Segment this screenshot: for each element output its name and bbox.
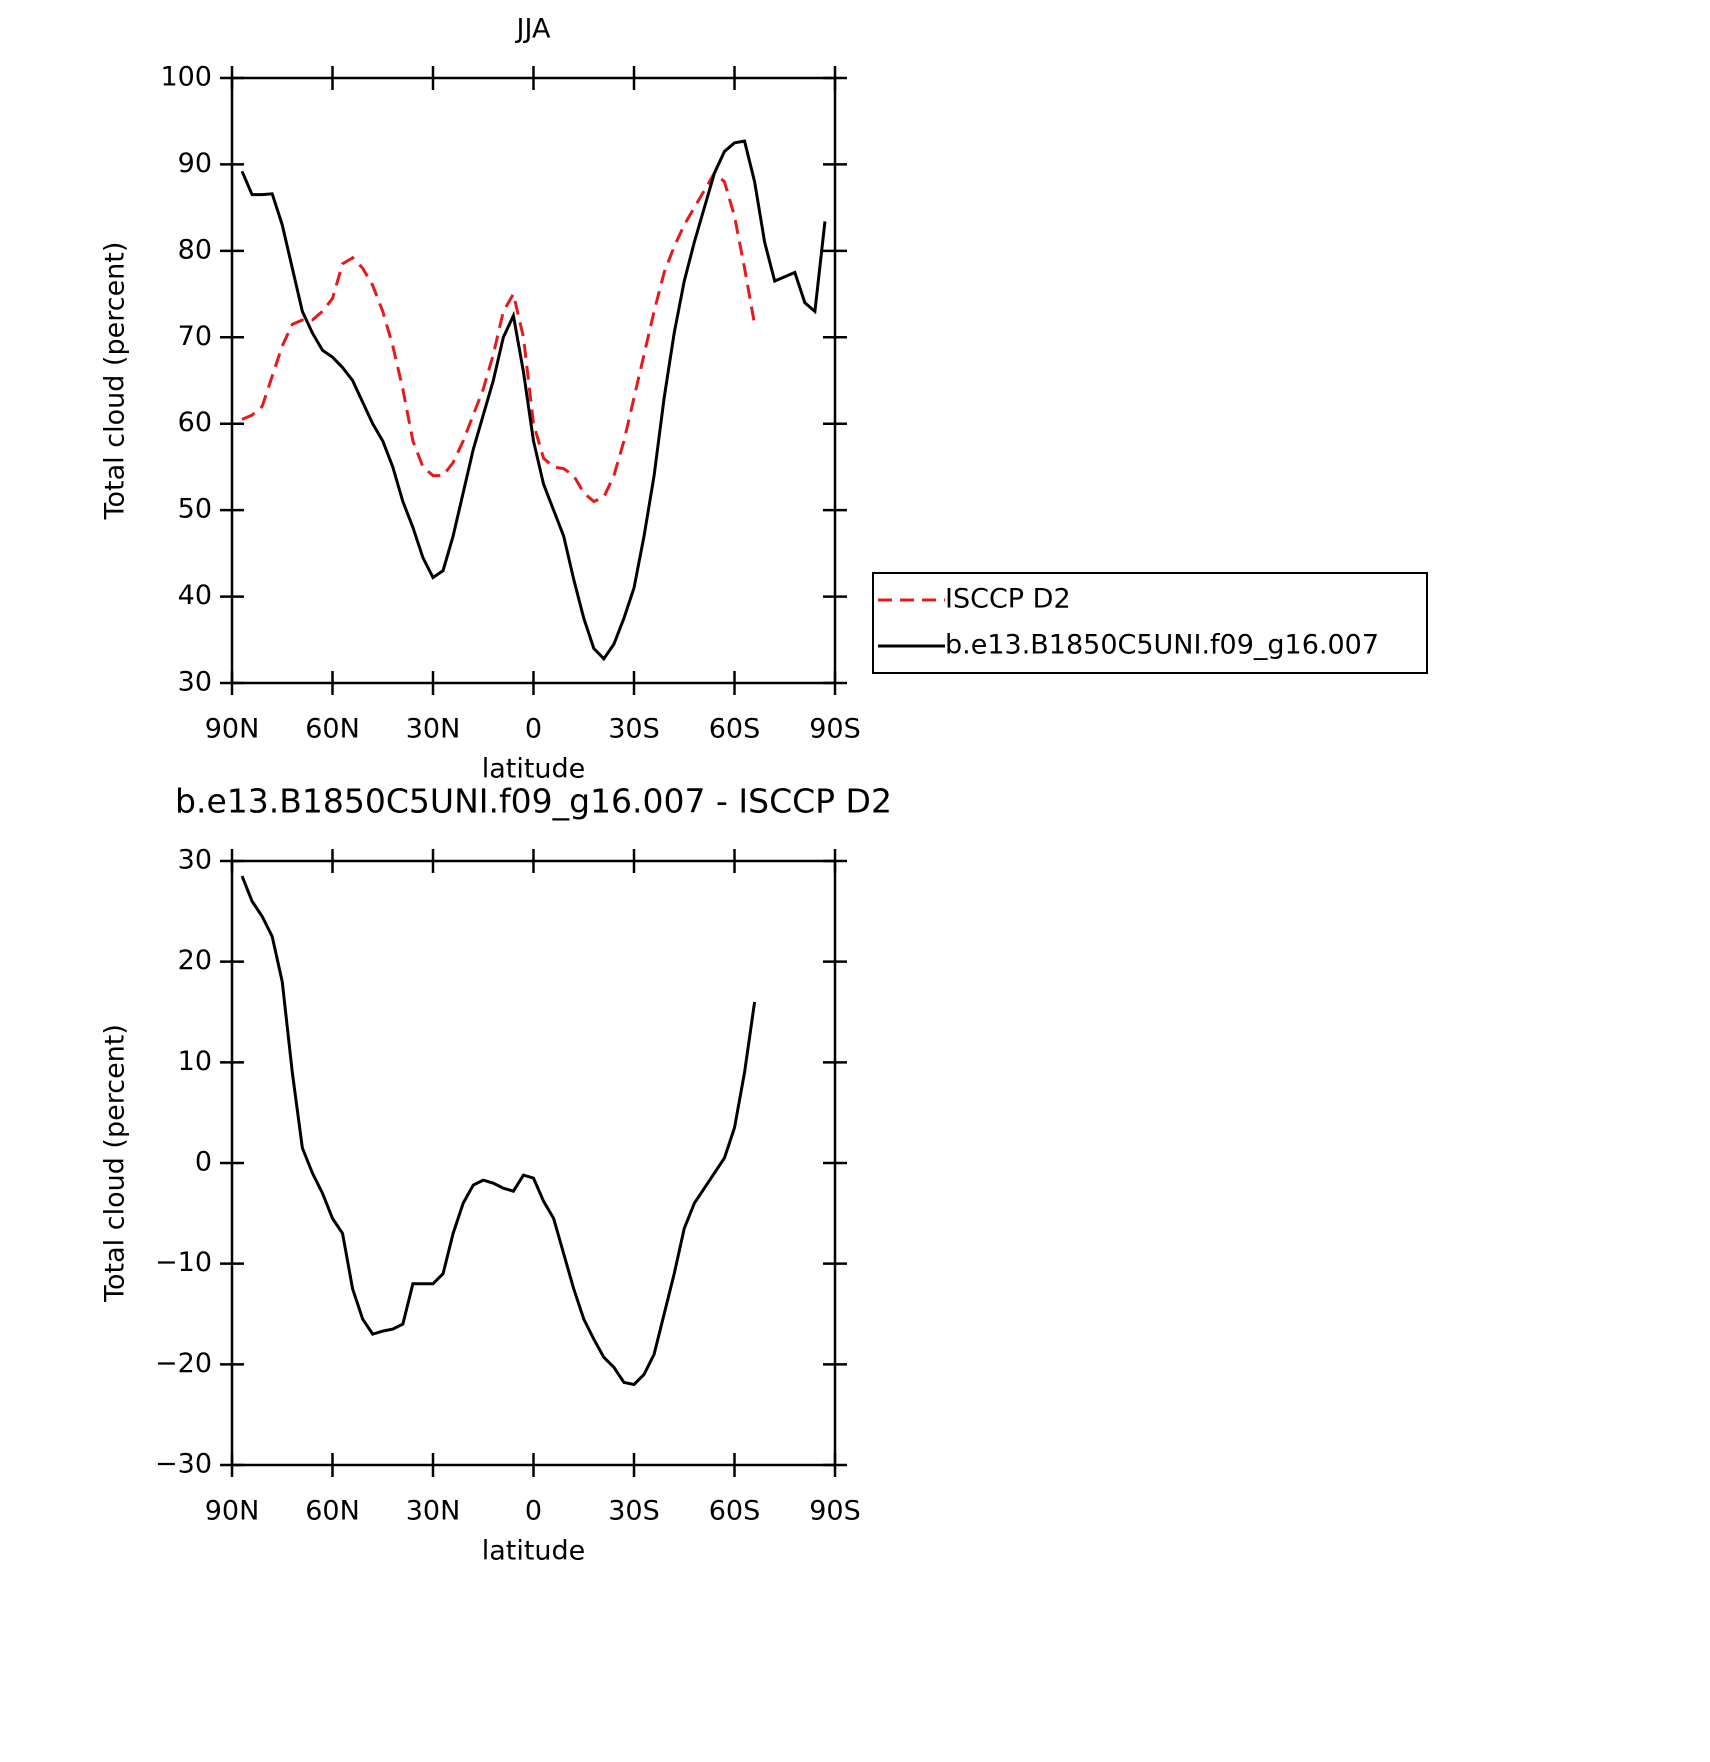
y-tick-label: 20 xyxy=(178,945,212,976)
data-line xyxy=(240,875,757,1387)
x-tick-label: 60N xyxy=(305,1496,360,1527)
x-tick-label: 90S xyxy=(809,1496,861,1527)
x-tick-label: 0 xyxy=(525,1496,542,1527)
y-tick-label: 30 xyxy=(178,667,212,698)
y-tick-label: 70 xyxy=(178,321,212,352)
x-tick-label: 90S xyxy=(809,714,861,745)
x-axis-label: latitude xyxy=(482,754,586,785)
y-axis-label: Total cloud (percent) xyxy=(100,1024,131,1303)
y-tick-label: 10 xyxy=(178,1046,212,1077)
chart-title: b.e13.B1850C5UNI.f09_g16.007 - ISCCP D2 xyxy=(175,782,892,821)
y-tick-label: 100 xyxy=(160,62,212,93)
y-tick-label: 90 xyxy=(178,148,212,179)
x-tick-label: 60S xyxy=(709,1496,761,1527)
y-tick-label: −10 xyxy=(155,1247,212,1278)
plot-frame xyxy=(230,859,837,1467)
y-tick-label: 50 xyxy=(178,494,212,525)
x-tick-label: 60S xyxy=(709,714,761,745)
data-line xyxy=(240,139,827,662)
legend-label: ISCCP D2 xyxy=(945,584,1071,615)
y-tick-label: 60 xyxy=(178,407,212,438)
y-tick-label: 30 xyxy=(178,845,212,876)
chart-title: JJA xyxy=(515,14,551,45)
y-tick-label: 40 xyxy=(178,580,212,611)
legend-box xyxy=(872,572,1428,674)
x-tick-label: 30S xyxy=(608,1496,660,1527)
x-tick-label: 0 xyxy=(525,714,542,745)
legend-label: b.e13.B1850C5UNI.f09_g16.007 xyxy=(945,630,1379,661)
x-tick-label: 30S xyxy=(608,714,660,745)
y-tick-label: 80 xyxy=(178,234,212,265)
y-tick-label: −30 xyxy=(155,1449,212,1480)
x-tick-label: 90N xyxy=(205,1496,260,1527)
x-tick-label: 60N xyxy=(305,714,360,745)
x-tick-label: 90N xyxy=(205,714,260,745)
y-tick-label: 0 xyxy=(195,1147,212,1178)
y-axis-label: Total cloud (percent) xyxy=(100,242,131,521)
x-tick-label: 30N xyxy=(406,1496,461,1527)
x-axis-label: latitude xyxy=(482,1536,586,1567)
y-tick-label: −20 xyxy=(155,1348,212,1379)
plot-frame xyxy=(230,76,837,685)
x-tick-label: 30N xyxy=(406,714,461,745)
data-line xyxy=(241,170,757,504)
